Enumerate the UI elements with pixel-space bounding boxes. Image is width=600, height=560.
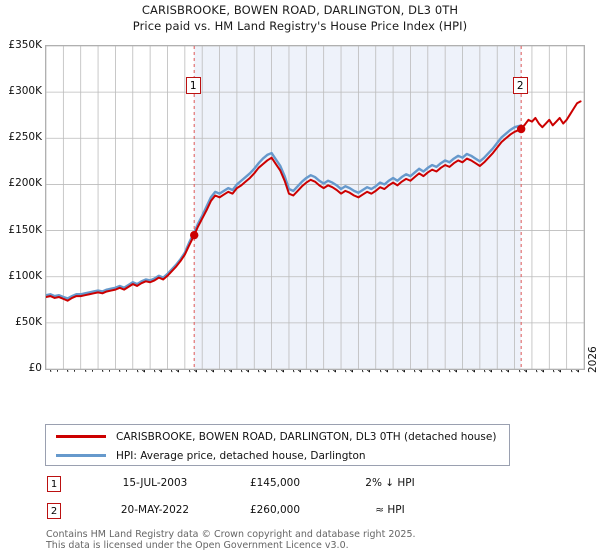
status-badge: 2	[47, 503, 61, 519]
status-badge: 1	[47, 476, 61, 492]
legend-row-hpi: HPI: Average price, detached house, Darl…	[46, 445, 366, 466]
transaction-date: 15-JUL-2003	[122, 477, 188, 489]
legend-swatch-hpi	[56, 454, 106, 457]
y-axis-tick-label: £150K	[8, 223, 42, 236]
footer-attribution: Contains HM Land Registry data © Crown c…	[46, 529, 586, 551]
chart-title-block: CARISBROOKE, BOWEN ROAD, DARLINGTON, DL3…	[0, 2, 600, 34]
transaction-price: £145,000	[249, 477, 301, 489]
legend-row-price-paid: CARISBROOKE, BOWEN ROAD, DARLINGTON, DL3…	[46, 426, 496, 447]
y-axis-tick-label: £200K	[8, 177, 42, 190]
y-axis-tick-label: £300K	[8, 85, 42, 98]
transaction-hpi-delta: 2% ↓ HPI	[365, 477, 415, 489]
transaction-date: 20-MAY-2022	[120, 504, 190, 516]
transaction-price: £260,000	[249, 504, 301, 516]
page-subtitle: Price paid vs. HM Land Registry's House …	[132, 19, 468, 33]
y-axis-tick-label: £50K	[15, 315, 42, 328]
plot-area	[45, 45, 585, 370]
transaction-hpi-delta: ≈ HPI	[375, 504, 405, 516]
legend-label-hpi: HPI: Average price, detached house, Darl…	[116, 449, 366, 462]
chart-svg	[46, 46, 584, 369]
y-axis-tick-label: £250K	[8, 131, 42, 144]
legend-swatch-price-paid	[56, 435, 106, 438]
footer-line-licence: This data is licensed under the Open Gov…	[46, 540, 349, 551]
chart-legend: CARISBROOKE, BOWEN ROAD, DARLINGTON, DL3…	[45, 424, 510, 466]
page-title: CARISBROOKE, BOWEN ROAD, DARLINGTON, DL3…	[141, 3, 459, 17]
y-axis-tick-label: £0	[28, 362, 42, 374]
x-axis-tick-label: 2026	[587, 346, 599, 373]
y-axis-tick-label: £100K	[8, 269, 42, 282]
footer-line-copyright: Contains HM Land Registry data © Crown c…	[46, 529, 416, 540]
y-axis-tick-label: £350K	[8, 39, 42, 51]
legend-label-price-paid: CARISBROOKE, BOWEN ROAD, DARLINGTON, DL3…	[116, 430, 497, 443]
shaded-band	[194, 46, 522, 369]
table-row: 1 15-JUL-2003 £145,000 2% ↓ HPI	[45, 474, 510, 496]
table-row: 2 20-MAY-2022 £260,000 ≈ HPI	[45, 501, 510, 523]
